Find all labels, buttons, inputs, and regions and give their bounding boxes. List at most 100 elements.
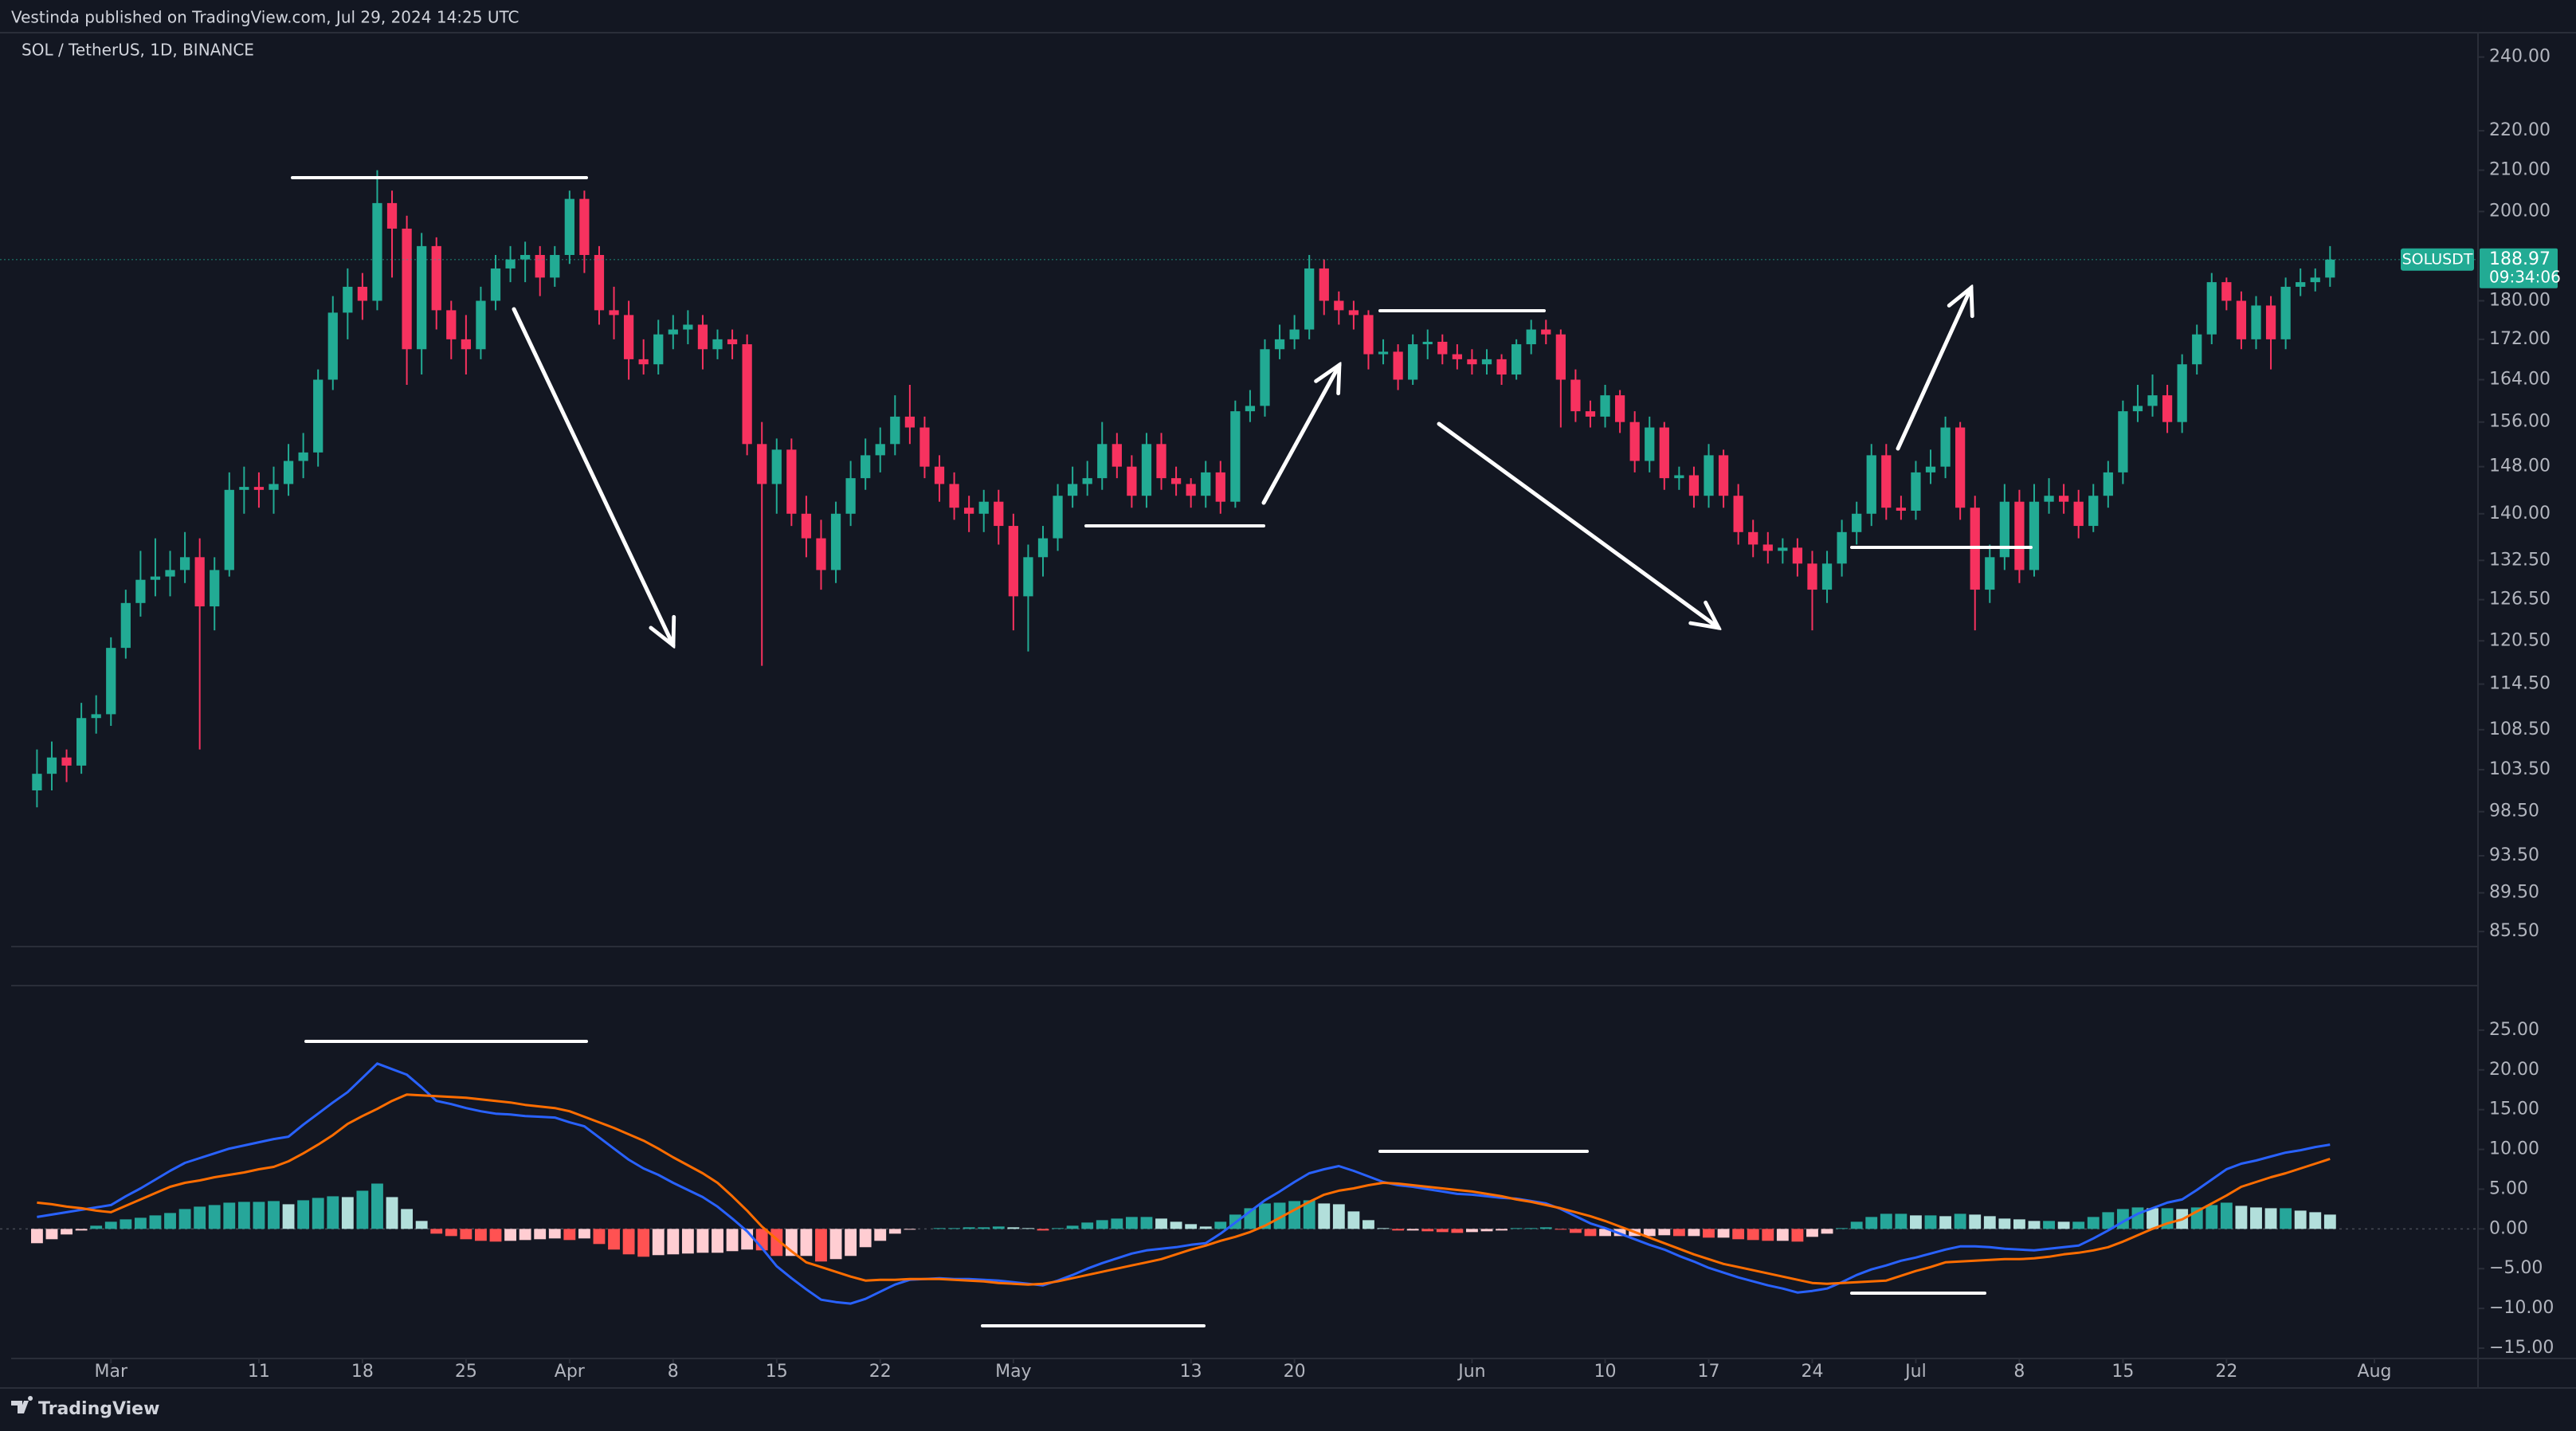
histogram-bar <box>1939 1216 1952 1229</box>
histogram-bar <box>2280 1208 2292 1229</box>
histogram-bar <box>45 1229 58 1240</box>
histogram-bar <box>1377 1228 1390 1229</box>
histogram-bar <box>1288 1201 1301 1229</box>
histogram-bar <box>1480 1229 1493 1232</box>
histogram-bar <box>1703 1229 1715 1238</box>
y-tick-label: 140.00 <box>2489 504 2551 523</box>
y-tick-label: 210.00 <box>2489 160 2551 180</box>
candle-body <box>402 228 412 350</box>
candle-body <box>2265 305 2276 339</box>
candle-body <box>1408 344 1418 380</box>
histogram-bar <box>593 1229 606 1245</box>
candle-body <box>1570 379 1581 412</box>
histogram-bar <box>1496 1229 1508 1231</box>
candle-body <box>1999 501 2009 558</box>
histogram-bar <box>312 1198 324 1229</box>
histogram-bar <box>712 1229 723 1253</box>
y-tick-label: 156.00 <box>2489 412 2551 432</box>
histogram-bar <box>1214 1221 1227 1229</box>
symbol-badge <box>2401 248 2474 271</box>
x-tick-label: 24 <box>1801 1362 1823 1382</box>
logo-icon <box>11 1396 33 1413</box>
histogram-bar <box>726 1229 739 1252</box>
histogram-bar <box>815 1229 827 1262</box>
histogram-bar <box>1969 1214 1982 1229</box>
candle-body <box>1393 351 1403 380</box>
histogram-bar <box>1392 1229 1405 1231</box>
histogram-bar <box>548 1229 561 1239</box>
arrow <box>1261 365 1339 505</box>
histogram-bar <box>149 1215 162 1229</box>
candle-body <box>91 714 101 719</box>
candle-body <box>1304 268 1315 330</box>
histogram-bar <box>2323 1214 2336 1229</box>
y-tick-label: 172.00 <box>2489 329 2551 349</box>
candle-body <box>1659 427 1669 479</box>
y-tick-label: 20.00 <box>2489 1060 2539 1080</box>
candle-body <box>1363 315 1374 355</box>
candle-body <box>1866 455 1876 514</box>
arrow <box>1437 421 1719 628</box>
histogram-bar <box>489 1229 502 1242</box>
candle-body <box>1186 484 1196 496</box>
histogram-bar <box>963 1227 975 1229</box>
histogram-bar <box>2205 1205 2218 1229</box>
histogram-bar <box>1037 1229 1049 1231</box>
histogram-bar <box>1021 1228 1034 1229</box>
candle-body <box>1452 354 1462 359</box>
candle-body <box>210 570 220 607</box>
x-tick-label: 20 <box>1284 1362 1306 1382</box>
y-tick-label: 180.00 <box>2489 291 2551 311</box>
y-tick-label: 126.50 <box>2489 590 2551 610</box>
histogram-bar <box>475 1229 487 1241</box>
candle-body <box>668 329 678 335</box>
candle-body <box>2236 300 2247 339</box>
candle-body <box>135 579 146 603</box>
x-tick-label: 15 <box>2111 1362 2134 1382</box>
histogram-bar <box>1007 1227 1020 1229</box>
candle-body <box>609 310 619 316</box>
histogram-bar <box>1332 1204 1345 1229</box>
x-tick-label: Apr <box>555 1362 586 1382</box>
candle-body <box>594 255 605 311</box>
candle-body <box>1467 359 1477 365</box>
histogram-bar <box>2294 1210 2307 1229</box>
histogram-bar <box>2072 1221 2085 1229</box>
price-badge <box>2480 248 2558 288</box>
candle-body <box>2014 501 2025 570</box>
candle-body <box>904 416 916 428</box>
plot-area: 85.50 89.50 93.50 98.50 103.50 108.50 114.50 12… <box>0 47 2561 1382</box>
histogram-bar <box>386 1197 398 1229</box>
histogram-bar <box>2043 1221 2055 1229</box>
candle-body <box>1600 395 1610 417</box>
candle-body <box>1481 359 1492 365</box>
candle-body <box>964 508 974 514</box>
candle-body <box>771 449 782 484</box>
candle-body <box>712 339 723 350</box>
histogram-bar <box>978 1227 990 1229</box>
candle-body <box>2296 282 2306 287</box>
candle-body <box>861 455 871 479</box>
last-price-label: 188.97 <box>2489 249 2551 269</box>
candle-body <box>1348 310 1359 316</box>
candle-body <box>1688 475 1700 496</box>
histogram-bar <box>1850 1221 1863 1229</box>
candle-body <box>550 255 560 278</box>
histogram-bar <box>120 1219 132 1229</box>
histogram-bar <box>1998 1218 2011 1229</box>
candle-body <box>1762 544 1773 551</box>
candle-body <box>2103 472 2113 496</box>
histogram-bar <box>1510 1228 1523 1229</box>
histogram-bar <box>2087 1217 2100 1229</box>
candle-body <box>579 198 590 256</box>
histogram-bar <box>933 1228 946 1229</box>
y-tick-label: 15.00 <box>2489 1100 2539 1119</box>
histogram-bar <box>445 1229 457 1237</box>
candle-body <box>1541 329 1551 335</box>
logo-text: TradingView <box>38 1399 159 1419</box>
histogram-bar <box>1747 1229 1759 1241</box>
candle-body <box>845 478 856 514</box>
y-tick-label: −10.00 <box>2489 1298 2554 1318</box>
candle-body <box>1881 455 1892 508</box>
